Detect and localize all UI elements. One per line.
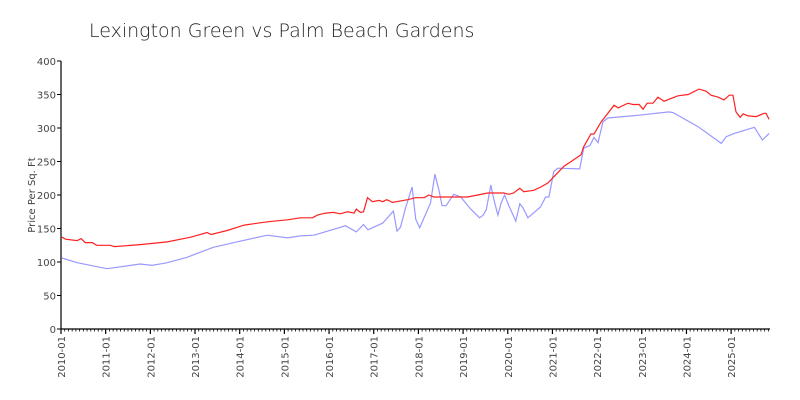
x-tick-label: 2016-01 (325, 336, 336, 378)
x-tick-label: 2012-01 (146, 336, 157, 378)
x-tick-label: 2024-01 (682, 336, 693, 378)
y-tick-label: 400 (37, 57, 56, 68)
y-tick-label: 300 (37, 124, 56, 135)
y-tick-label: 200 (37, 191, 56, 202)
y-tick-label: 250 (37, 158, 56, 169)
x-tick-label: 2011-01 (102, 336, 113, 378)
x-tick-label: 2019-01 (459, 336, 470, 378)
x-tick-label: 2023-01 (638, 336, 649, 378)
x-tick-label: 2015-01 (280, 336, 291, 378)
x-tick-label: 2018-01 (414, 336, 425, 378)
axes: 0 50 100 150 200 250 300 350 400 2010-01 2011-01 20… (37, 57, 770, 378)
chart-title: Lexington Green vs Palm Beach Gardens (89, 20, 474, 42)
x-tick-label: 2020-01 (504, 336, 515, 378)
series-line-0 (61, 88, 770, 248)
y-tick-label: 0 (50, 325, 56, 336)
x-tick-label: 2022-01 (593, 336, 604, 378)
x-tick-label: 2014-01 (236, 336, 247, 378)
series-group (61, 88, 770, 270)
y-tick-label: 50 (43, 292, 56, 303)
y-tick-label: 350 (37, 91, 56, 102)
x-tick-label: 2013-01 (191, 336, 202, 378)
x-tick-label: 2017-01 (370, 336, 381, 378)
series-line-1 (61, 111, 770, 270)
x-tick-label: 2010-01 (57, 336, 68, 378)
y-tick-label: 150 (37, 225, 56, 236)
y-tick-label: 100 (37, 258, 56, 269)
y-axis-label: Price Per Sq. Ft (27, 157, 38, 232)
x-tick-label: 2021-01 (548, 336, 559, 378)
x-tick-label: 2025-01 (727, 336, 738, 378)
